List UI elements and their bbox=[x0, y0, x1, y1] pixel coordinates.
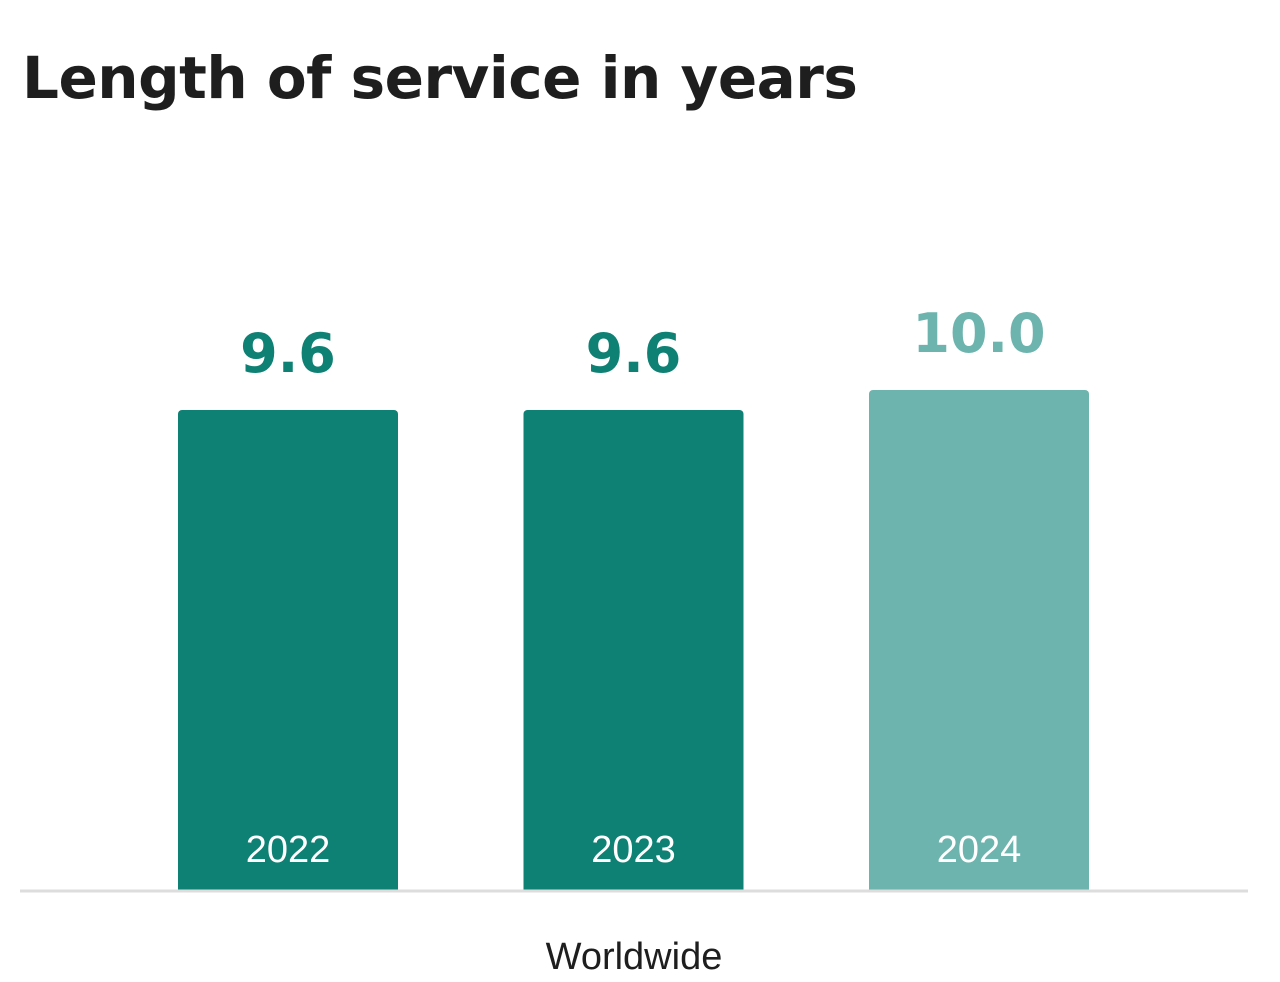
bar-2022 bbox=[178, 410, 398, 890]
bar-2023 bbox=[523, 410, 744, 890]
bar-2024 bbox=[869, 390, 1089, 890]
category-label: Worldwide bbox=[545, 936, 723, 978]
bars-group: 9.6 2022 9.6 2023 10.0 2024 bbox=[178, 302, 1089, 890]
chart-title: Length of service in years bbox=[22, 44, 858, 112]
bar-base-2024 bbox=[869, 882, 1089, 890]
series-label-2022: 2022 bbox=[246, 829, 331, 871]
value-label-2022: 9.6 bbox=[240, 322, 336, 385]
series-label-2024: 2024 bbox=[937, 829, 1022, 871]
series-label-2023: 2023 bbox=[591, 829, 676, 871]
value-label-2023: 9.6 bbox=[586, 322, 682, 385]
bar-base-2022 bbox=[178, 882, 398, 890]
value-label-2024: 10.0 bbox=[912, 302, 1045, 365]
bar-base-2023 bbox=[523, 882, 744, 890]
